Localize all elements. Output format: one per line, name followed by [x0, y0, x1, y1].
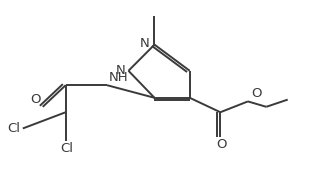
Text: NH: NH: [108, 71, 128, 84]
Text: O: O: [251, 87, 261, 100]
Text: N: N: [140, 37, 150, 50]
Text: Cl: Cl: [7, 122, 20, 135]
Text: O: O: [31, 93, 41, 106]
Text: O: O: [217, 138, 227, 151]
Text: Cl: Cl: [61, 142, 74, 155]
Text: N: N: [116, 64, 125, 77]
